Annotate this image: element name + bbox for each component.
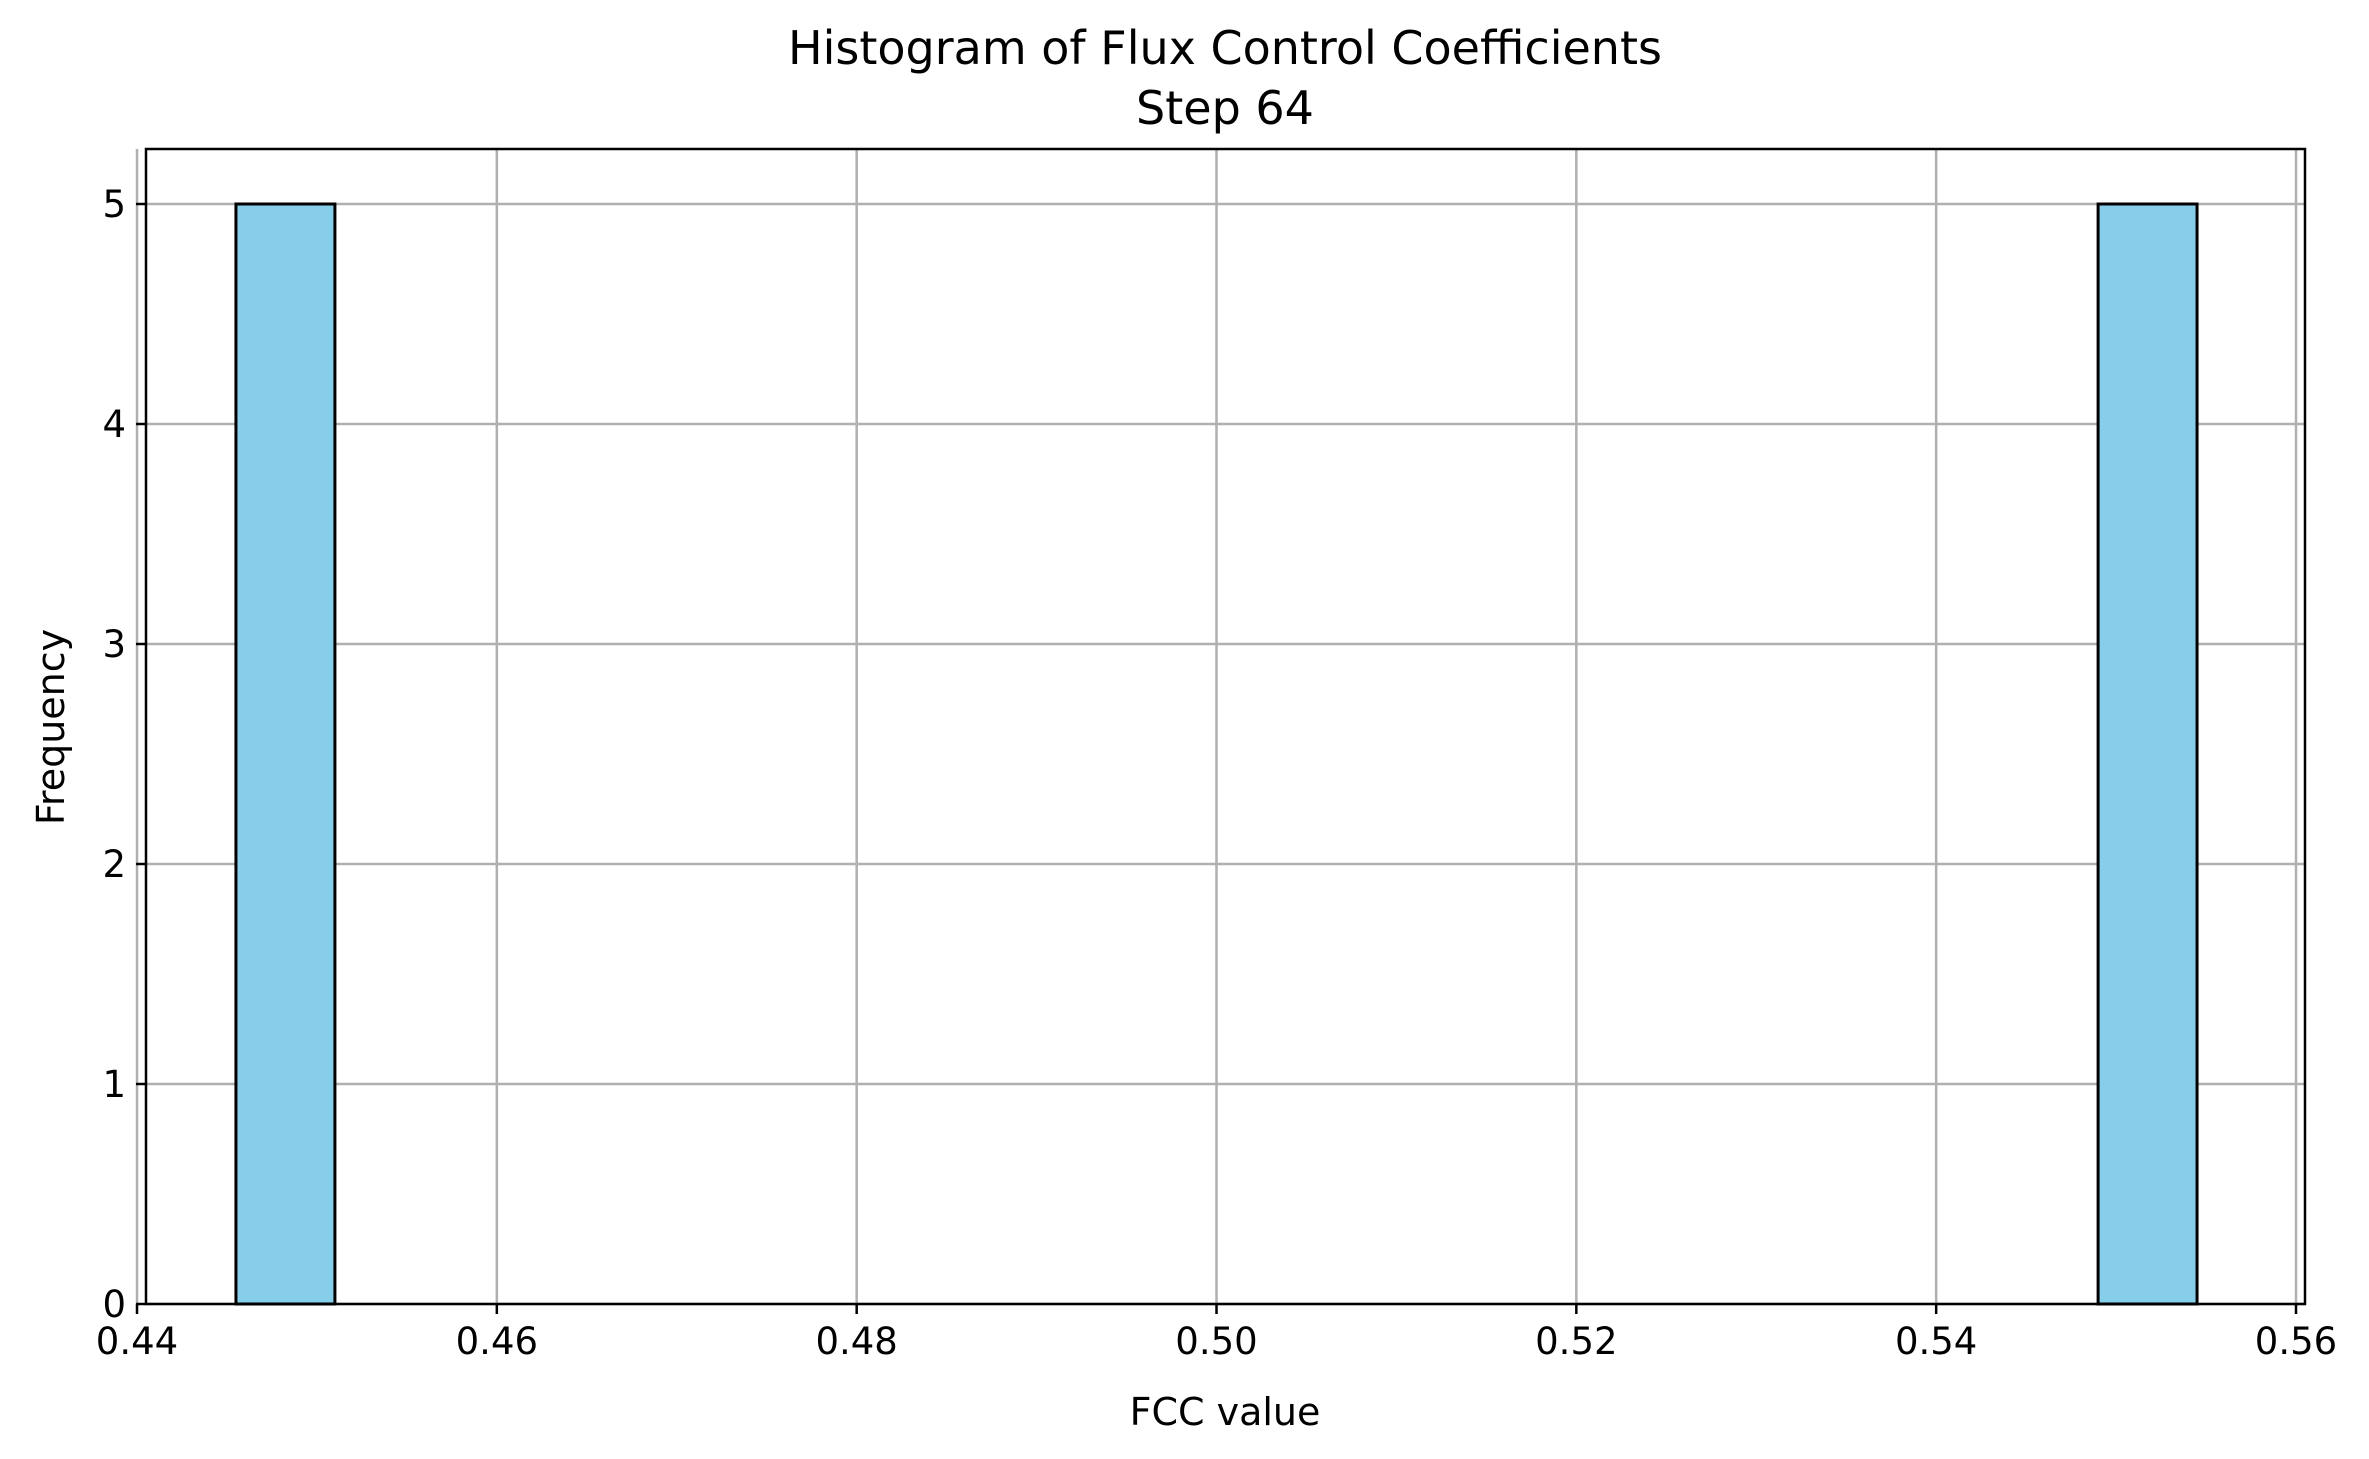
- y-tick-label: 2: [102, 843, 126, 886]
- x-tick-label: 0.46: [456, 1320, 538, 1363]
- y-tick-label: 5: [102, 183, 126, 226]
- y-tick-label: 3: [102, 623, 126, 666]
- y-tick-label: 0: [102, 1283, 126, 1326]
- y-tick-label: 4: [102, 403, 126, 446]
- grid-lines: [135, 149, 2305, 1306]
- axis-ticks: 0.44 0.46 0.48 0.50 0.52 0.54 0.56 0 1 2 3 4 5: [96, 183, 2337, 1363]
- x-axis-label: FCC value: [1130, 1390, 1321, 1434]
- y-axis-label: Frequency: [29, 629, 73, 825]
- y-tick-label: 1: [102, 1063, 126, 1106]
- chart-subtitle: Step 64: [1136, 81, 1314, 135]
- x-tick-label: 0.52: [1535, 1320, 1617, 1363]
- x-tick-label: 0.44: [96, 1320, 178, 1363]
- x-tick-label: 0.50: [1175, 1320, 1257, 1363]
- plot-frame: [144, 147, 2307, 1306]
- x-tick-label: 0.56: [2255, 1320, 2337, 1363]
- histogram-bar-1: [234, 202, 337, 1306]
- chart-title: Histogram of Flux Control Coefficients: [788, 21, 1662, 75]
- histogram-bar-2: [2096, 202, 2199, 1306]
- histogram-bars: [234, 202, 2199, 1306]
- x-tick-label: 0.48: [815, 1320, 897, 1363]
- x-tick-label: 0.54: [1895, 1320, 1977, 1363]
